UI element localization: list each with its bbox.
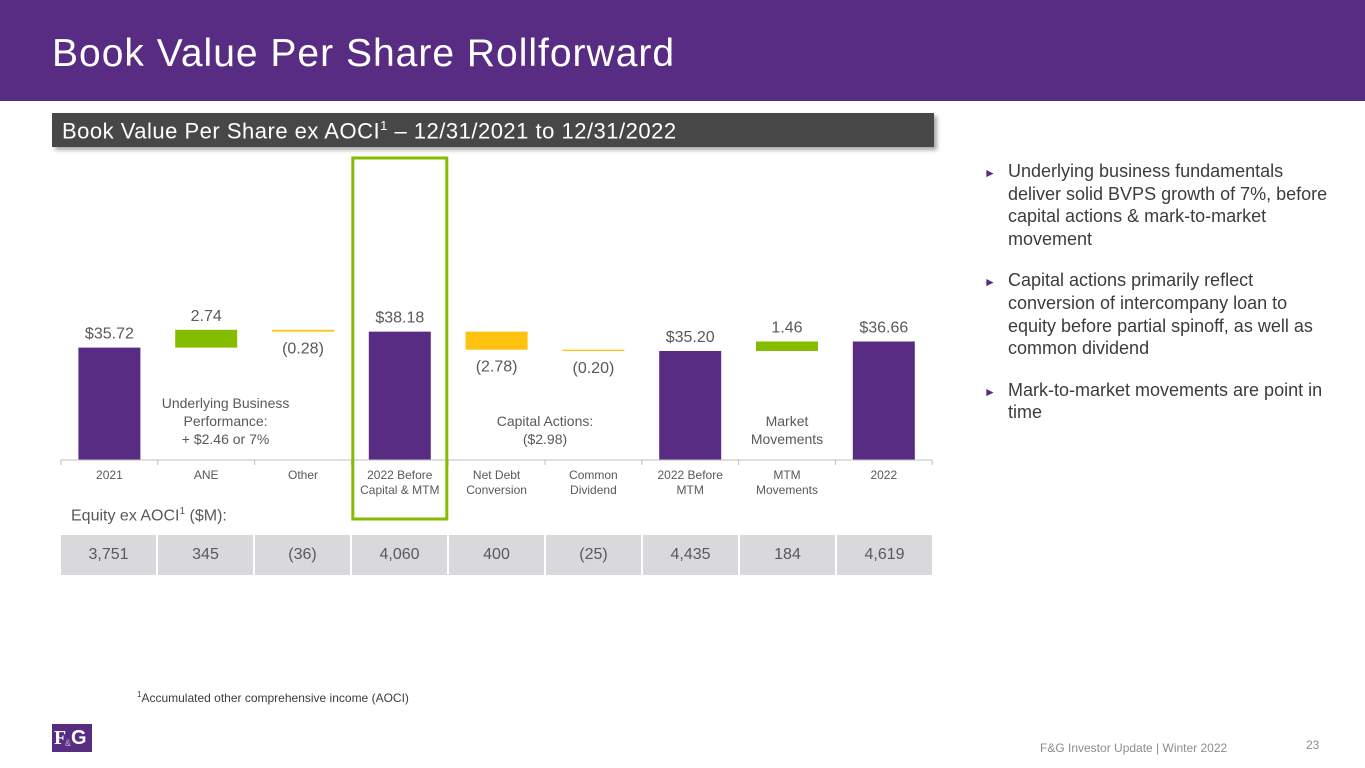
highlight-box [351, 156, 449, 521]
equity-cell: 4,435 [643, 535, 738, 575]
data-label: $36.66 [859, 320, 908, 337]
data-label: $35.72 [85, 326, 134, 343]
equity-table: 3,751 345 (36) 4,060 400 (25) 4,435 184 … [61, 535, 932, 575]
bar-total [659, 350, 722, 460]
bar-decrease [465, 331, 528, 350]
bar-increase [756, 341, 818, 351]
equity-cell: 4,060 [352, 535, 447, 575]
equity-label-sup: 1 [179, 506, 186, 517]
triangle-bullet-icon: ► [984, 384, 996, 399]
equity-cell: 184 [740, 535, 835, 575]
x-tick-label: Net Debt [473, 468, 521, 482]
triangle-bullet-icon: ► [984, 166, 996, 180]
equity-cell: (25) [546, 535, 641, 575]
x-tick-label: Common [569, 468, 618, 482]
bullet-text: Underlying business fundamentals deliver… [1008, 161, 1328, 249]
equity-cell: 3,751 [61, 535, 156, 575]
page-title: Book Value Per Share Rollforward [52, 32, 676, 75]
x-tick-label: Capital & MTM [360, 483, 439, 497]
title-bar: Book Value Per Share Rollforward [0, 0, 1365, 101]
equity-label-suffix: ($M): [185, 507, 227, 525]
data-label: (0.28) [282, 341, 324, 358]
subtitle-prefix: Book Value Per Share ex AOCI [62, 118, 381, 144]
annotation-text: + $2.46 or 7% [182, 431, 270, 447]
equity-label: Equity ex AOCI1 ($M): [71, 506, 227, 525]
chart-subtitle: Book Value Per Share ex AOCI1 – 12/31/20… [62, 118, 677, 144]
annotation-text: Capital Actions: [497, 413, 594, 429]
page-number: 23 [1306, 738, 1320, 752]
bullet-item: ► Underlying business fundamentals delive… [984, 160, 1329, 250]
footnote-text: Accumulated other comprehensive income (… [141, 691, 409, 705]
bullet-item: ► Mark-to-market movements are point in t… [984, 379, 1329, 424]
equity-cell: 400 [449, 535, 544, 575]
triangle-bullet-icon: ► [984, 275, 996, 290]
x-tick-label: Other [288, 468, 318, 482]
footer-text: F&G Investor Update | Winter 2022 [1040, 741, 1228, 755]
x-tick-label: 2022 Before [367, 468, 433, 482]
annotation-text: Underlying Business [162, 395, 290, 411]
data-label: 2.74 [191, 308, 222, 325]
chart-subtitle-banner: Book Value Per Share ex AOCI1 – 12/31/20… [52, 113, 934, 147]
bar-decrease [562, 349, 625, 351]
x-tick-label: 2022 [870, 468, 897, 482]
fg-logo: F & G [52, 724, 92, 752]
bullet-item: ► Capital actions primarily reflect conve… [984, 269, 1329, 359]
x-tick-label: Movements [756, 483, 818, 497]
bullet-text: Mark-to-market movements are point in ti… [1008, 379, 1323, 423]
annotation-text: ($2.98) [523, 431, 567, 447]
annotation-text: Performance: [184, 413, 268, 429]
annotation-text: Movements [751, 431, 823, 447]
data-label: (2.78) [476, 359, 518, 376]
data-label: $38.18 [375, 310, 424, 327]
x-tick-label: Dividend [570, 483, 617, 497]
x-tick-label: 2022 Before [658, 468, 724, 482]
logo-amp: & [65, 738, 72, 748]
bullet-text: Capital actions primarily reflect conver… [1008, 270, 1313, 359]
footnote-sup: 1 [137, 690, 142, 699]
bar-total [368, 331, 431, 460]
bar-total [78, 347, 141, 460]
x-tick-label: ANE [194, 468, 219, 482]
equity-cell: 345 [158, 535, 253, 575]
data-label: $35.20 [666, 329, 715, 346]
subtitle-sup: 1 [380, 118, 388, 133]
x-tick-label: MTM [773, 468, 800, 482]
annotation-text: Market [766, 413, 809, 429]
equity-cell: 4,619 [837, 535, 932, 575]
x-tick-label: MTM [677, 483, 704, 497]
bar-decrease [272, 329, 334, 332]
logo-f: F [54, 727, 67, 749]
data-label: (0.20) [573, 360, 615, 377]
equity-cell: (36) [255, 535, 350, 575]
subtitle-suffix: – 12/31/2021 to 12/31/2022 [387, 118, 677, 144]
footnote: 1Accumulated other comprehensive income … [137, 690, 409, 705]
equity-label-prefix: Equity ex AOCI [71, 507, 180, 525]
bar-increase [175, 329, 238, 348]
x-tick-label: Conversion [466, 483, 527, 497]
bar-total [852, 341, 915, 460]
bullet-list: ► Underlying business fundamentals delive… [984, 160, 1329, 443]
data-label: 1.46 [771, 320, 802, 337]
x-tick-label: 2021 [96, 468, 123, 482]
logo-g: G [71, 727, 87, 749]
